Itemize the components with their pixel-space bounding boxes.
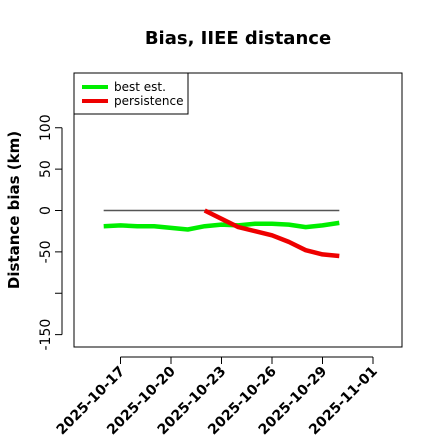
y-tick-label: 0 [38,206,54,215]
series-line-persistence [203,208,340,259]
legend: best est. persistence [73,72,189,115]
legend-box [73,72,189,115]
y-axis-label: Distance bias (km) [5,131,23,289]
y-tick-label: 100 [38,114,54,141]
y-axis: 100 50 0 -50 -150 [38,114,63,351]
y-tick-label: -150 [38,319,54,351]
series-line-best-est [103,220,340,232]
series-group [103,208,340,259]
chart-title: Bias, IIEE distance [145,28,331,49]
legend-label-persistence: persistence [114,94,183,108]
y-tick-label: -50 [38,240,54,263]
x-axis: 2025-10-172025-10-202025-10-232025-10-26… [54,356,381,438]
legend-label-best: best est. [114,80,166,94]
y-tick-label: 50 [38,160,54,178]
plot-area [73,72,403,348]
